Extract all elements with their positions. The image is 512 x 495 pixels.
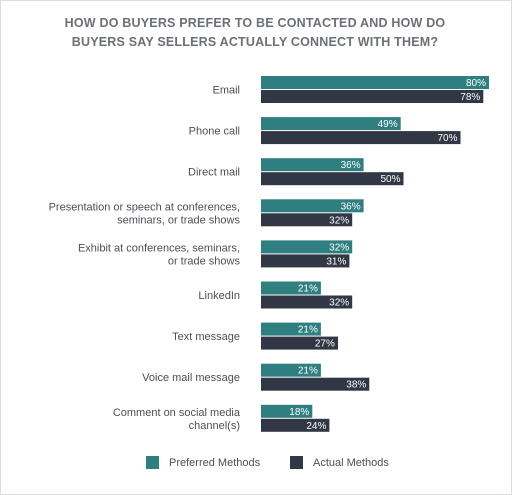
- value-label-actual: 32%: [329, 215, 349, 226]
- bar-actual: [261, 418, 330, 432]
- category-label: Email: [212, 85, 240, 97]
- value-label-actual: 32%: [329, 298, 349, 309]
- value-label-preferred: 36%: [341, 160, 361, 171]
- bar-actual: [261, 295, 353, 309]
- value-label-actual: 31%: [326, 256, 346, 267]
- category-label: Phone call: [189, 126, 240, 138]
- value-label-actual: 27%: [315, 339, 335, 350]
- legend-swatch-actual: [290, 456, 303, 469]
- bar-actual: [261, 90, 484, 103]
- bar-preferred: [261, 117, 401, 131]
- legend-label-preferred: Preferred Methods: [169, 456, 261, 469]
- bar-preferred: [261, 76, 489, 89]
- category-label: channel(s): [189, 420, 240, 432]
- category-label: Comment on social media: [113, 407, 241, 419]
- value-label-actual: 38%: [346, 380, 366, 391]
- legend-swatch-preferred: [146, 456, 159, 469]
- value-label-actual: 70%: [437, 133, 457, 144]
- bar-preferred: [261, 363, 321, 377]
- value-label-preferred: 21%: [298, 325, 318, 336]
- category-label: seminars, or trade shows: [117, 214, 240, 226]
- legend-item-preferred: Preferred Methods: [146, 456, 260, 469]
- value-label-actual: 50%: [380, 174, 400, 185]
- value-label-preferred: 36%: [341, 201, 361, 212]
- category-label: Presentation or speech at conferences,: [49, 201, 240, 213]
- bar-actual: [261, 254, 350, 268]
- legend-label-actual: Actual Methods: [313, 456, 389, 469]
- bar-preferred: [261, 199, 364, 213]
- value-label-actual: 24%: [306, 421, 326, 432]
- bar-preferred: [261, 322, 321, 336]
- category-label: Direct mail: [188, 167, 240, 179]
- value-label-actual: 78%: [460, 92, 480, 103]
- category-label: LinkedIn: [198, 290, 240, 302]
- bar-preferred: [261, 281, 321, 295]
- value-label-preferred: 49%: [378, 119, 398, 130]
- chart-title-line-2: BUYERS SAY SELLERS ACTUALLY CONNECT WITH…: [71, 35, 439, 49]
- bar-actual: [261, 213, 353, 227]
- chart-title-line-1: HOW DO BUYERS PREFER TO BE CONTACTED AND…: [64, 16, 446, 30]
- bar-actual: [261, 131, 461, 145]
- bar-preferred: [261, 404, 313, 418]
- category-label: Exhibit at conferences, seminars,: [78, 242, 240, 254]
- bar-preferred: [261, 240, 353, 254]
- category-label: Voice mail message: [142, 372, 240, 384]
- bar-preferred: [261, 158, 364, 172]
- chart-title: HOW DO BUYERS PREFER TO BE CONTACTED AND…: [0, 14, 510, 52]
- bar-actual: [261, 377, 370, 391]
- value-label-preferred: 18%: [289, 407, 309, 418]
- bar-actual: [261, 172, 404, 186]
- value-label-preferred: 21%: [298, 284, 318, 295]
- category-label: or trade shows: [168, 255, 241, 267]
- bar-actual: [261, 336, 338, 350]
- value-label-preferred: 32%: [329, 242, 349, 253]
- value-label-preferred: 80%: [466, 78, 486, 89]
- category-label: Text message: [172, 331, 240, 343]
- legend-item-actual: Actual Methods: [290, 456, 389, 469]
- value-label-preferred: 21%: [298, 366, 318, 377]
